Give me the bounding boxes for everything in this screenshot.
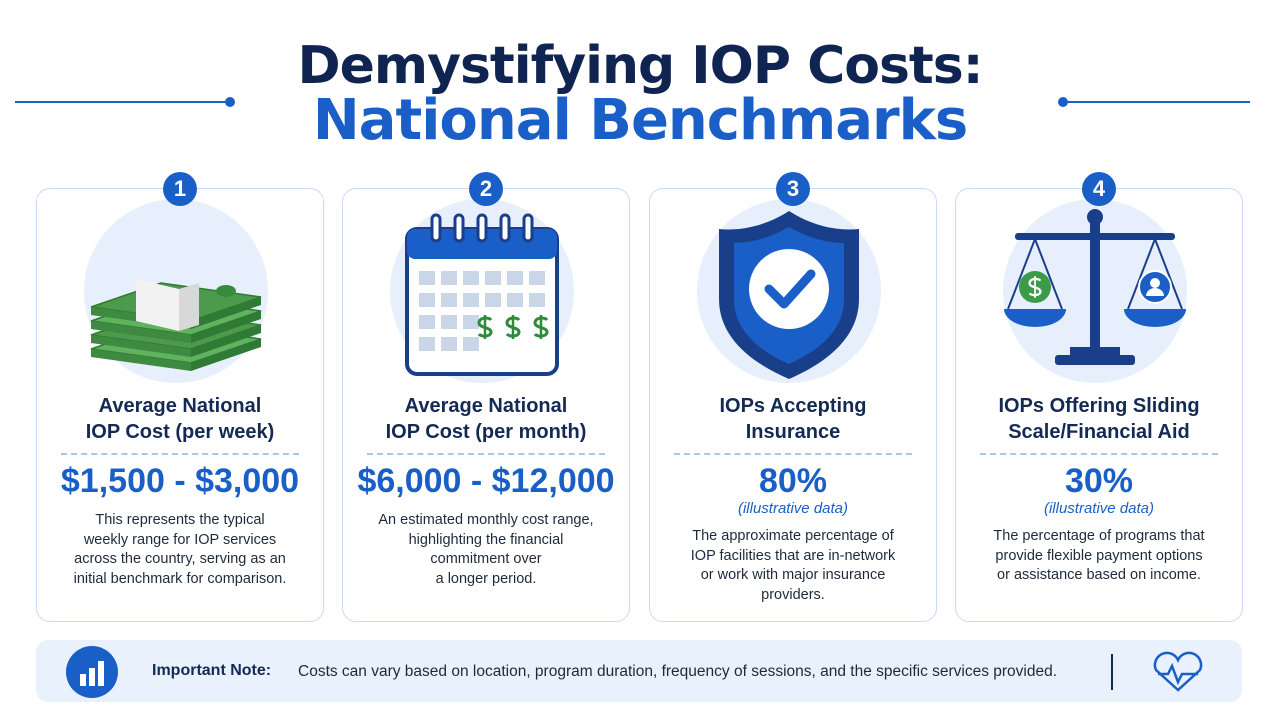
description-line: across the country, serving as an [74,551,286,567]
card-value: 80% [758,462,828,500]
description-line: initial benchmark for comparison. [73,570,287,587]
description-line: or work with major insurance [700,567,886,583]
description-line: The approximate percentage of [692,528,894,544]
card-value: 30% [1064,462,1134,500]
card-value: $6,000 - $12,000 [357,462,615,500]
description-line: a longer period. [435,570,537,587]
card-icon [390,199,574,383]
title-line: Scale/Financial Aid [1008,421,1190,443]
title-line2: National Benchmarks [312,88,968,153]
divider [980,453,1218,455]
note-label: Important Note: [152,662,272,679]
card-description: This represents the typical weekly range … [37,511,323,589]
description-line: provide flexible payment options [995,547,1203,564]
card-body: IOPs Accepting Insurance 80% (illustrative … [650,393,936,605]
description-line: commitment over [430,551,542,567]
description-line: The percentage of programs that [993,528,1205,544]
divider [674,453,912,455]
card-title: Average National IOP Cost (per week) [37,393,323,445]
card-body: Average National IOP Cost (per week) $1,50… [37,393,323,589]
value-note: (illustrative data) [737,500,849,517]
card-number: 2 [469,172,503,206]
card-body: IOPs Offering Sliding Scale/Financial Aid… [956,393,1242,586]
value-note: (illustrative data) [1043,500,1155,517]
card: 3 IOPs Accepting Insurance 80% (illustrative… [649,172,937,622]
description-line: An estimated monthly cost range, [378,512,594,528]
divider [367,453,605,455]
description-line: weekly range for IOP services [83,531,277,548]
title-line: Average National [404,395,568,417]
title-rules [15,97,1250,107]
card-body: Average National IOP Cost (per month) $6,0… [343,393,629,589]
card-value: $1,500 - $3,000 [60,462,300,500]
card-title: IOPs Offering Sliding Scale/Financial Aid [956,393,1242,445]
card-icon [84,199,268,383]
card-description: An estimated monthly cost range, highligh… [343,511,629,589]
card: 4 IOPs Offering Sliding Scale/Financial Ai… [955,172,1243,622]
description-line: IOP facilities that are in-network [690,547,896,564]
title-line1: Demystifying IOP Costs: [297,36,983,96]
card: 2 Average National IOP Cost (per month) $6,… [342,172,630,622]
title-line: Insurance [745,421,841,443]
card-description: The approximate percentage of IOP facilit… [650,527,936,605]
description-line: This represents the typical [95,512,265,528]
description-line: providers. [761,586,825,603]
card: 1 Average National IOP Cost (per week) $1,5… [36,172,324,622]
note-bar: Important Note: Costs can vary based on … [36,640,1242,702]
title-line: Average National [98,395,262,417]
note-text: Costs can vary based on location, progra… [298,663,1058,680]
card-description: The percentage of programs that provide f… [956,527,1242,586]
chart-icon [66,646,118,698]
heart-icon [1111,651,1203,692]
title-line: IOPs Accepting [719,395,867,417]
card-title: IOPs Accepting Insurance [650,393,936,445]
title-line: IOP Cost (per week) [85,421,275,443]
description-line: or assistance based on income. [997,567,1201,583]
card-number: 1 [163,172,197,206]
card-icon [1003,199,1187,383]
description-line: highlighting the financial [408,531,564,548]
divider [61,453,299,455]
title-line: IOP Cost (per month) [385,421,587,443]
card-number: 3 [776,172,810,206]
card-title: Average National IOP Cost (per month) [343,393,629,445]
card-icon [697,199,881,383]
card-number: 4 [1082,172,1116,206]
title-line: IOPs Offering Sliding [998,395,1200,417]
